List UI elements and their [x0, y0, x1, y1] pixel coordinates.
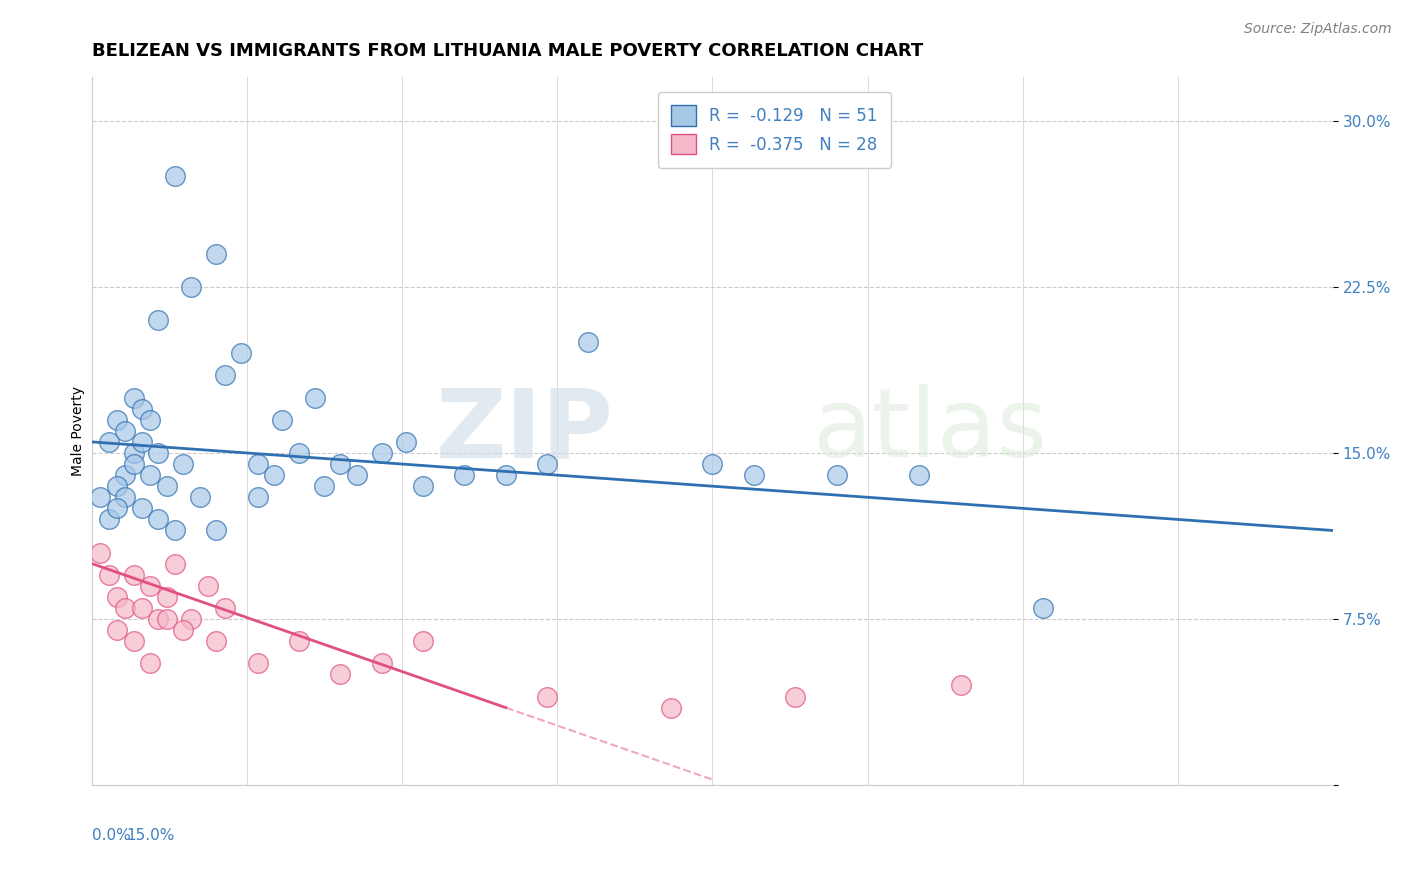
Point [370, 657, 392, 671]
Point [148, 612, 170, 626]
Point [105, 623, 128, 637]
Point [246, 490, 269, 504]
Point [949, 678, 972, 692]
Point [148, 512, 170, 526]
Point [1032, 601, 1054, 615]
Point [229, 346, 252, 360]
Point [329, 457, 352, 471]
Point [304, 391, 326, 405]
Point [370, 446, 392, 460]
Point [163, 557, 186, 571]
Point [205, 634, 228, 648]
Point [412, 479, 434, 493]
Point [139, 579, 162, 593]
Point [114, 424, 136, 438]
Point [122, 446, 145, 460]
Point [395, 434, 418, 449]
Point [453, 468, 475, 483]
Point [180, 612, 202, 626]
Point [825, 468, 848, 483]
Point [122, 567, 145, 582]
Point [412, 634, 434, 648]
Point [205, 524, 228, 538]
Point [131, 434, 153, 449]
Point [163, 524, 186, 538]
Point [702, 457, 724, 471]
Point [271, 413, 294, 427]
Point [205, 246, 228, 260]
Text: atlas: atlas [811, 384, 1047, 477]
Point [105, 479, 128, 493]
Legend: R =  -0.129   N = 51, R =  -0.375   N = 28: R = -0.129 N = 51, R = -0.375 N = 28 [658, 92, 891, 168]
Point [742, 468, 765, 483]
Point [139, 657, 162, 671]
Point [122, 391, 145, 405]
Point [97, 434, 120, 449]
Point [188, 490, 211, 504]
Point [180, 280, 202, 294]
Point [156, 612, 179, 626]
Point [495, 468, 517, 483]
Point [288, 446, 311, 460]
Text: 15.0%: 15.0% [127, 828, 174, 843]
Text: ZIP: ZIP [436, 384, 613, 477]
Point [536, 457, 558, 471]
Point [114, 490, 136, 504]
Point [148, 446, 170, 460]
Point [97, 512, 120, 526]
Point [89, 546, 111, 560]
Point [288, 634, 311, 648]
Text: BELIZEAN VS IMMIGRANTS FROM LITHUANIA MALE POVERTY CORRELATION CHART: BELIZEAN VS IMMIGRANTS FROM LITHUANIA MA… [93, 42, 924, 60]
Point [214, 601, 236, 615]
Point [89, 490, 111, 504]
Point [105, 413, 128, 427]
Point [536, 690, 558, 704]
Point [122, 457, 145, 471]
Point [246, 457, 269, 471]
Point [263, 468, 285, 483]
Point [163, 169, 186, 184]
Point [578, 335, 600, 350]
Text: 0.0%: 0.0% [93, 828, 131, 843]
Point [659, 700, 682, 714]
Point [246, 657, 269, 671]
Point [139, 413, 162, 427]
Point [148, 313, 170, 327]
Point [131, 501, 153, 516]
Point [214, 368, 236, 383]
Point [122, 634, 145, 648]
Point [131, 401, 153, 416]
Point [156, 590, 179, 604]
Text: Source: ZipAtlas.com: Source: ZipAtlas.com [1244, 22, 1392, 37]
Point [105, 590, 128, 604]
Point [329, 667, 352, 681]
Point [97, 567, 120, 582]
Point [156, 479, 179, 493]
Point [172, 623, 194, 637]
Point [105, 501, 128, 516]
Point [785, 690, 807, 704]
Point [114, 468, 136, 483]
Point [346, 468, 368, 483]
Y-axis label: Male Poverty: Male Poverty [72, 386, 86, 475]
Point [312, 479, 335, 493]
Point [131, 601, 153, 615]
Point [139, 468, 162, 483]
Point [172, 457, 194, 471]
Point [908, 468, 931, 483]
Point [197, 579, 219, 593]
Point [114, 601, 136, 615]
